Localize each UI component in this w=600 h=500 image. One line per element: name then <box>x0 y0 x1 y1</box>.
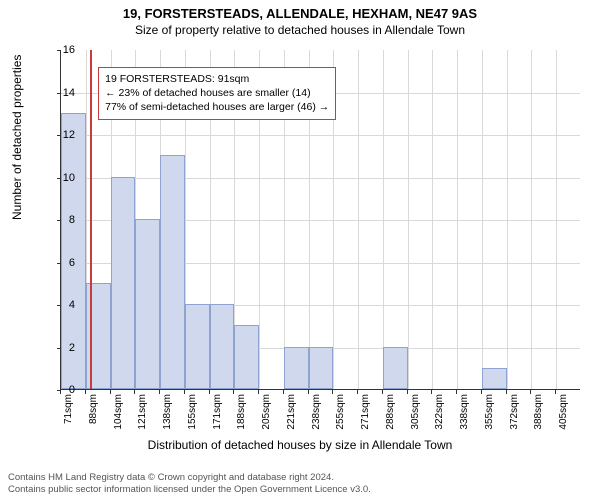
gridline-v <box>531 50 532 389</box>
gridline-v <box>507 50 508 389</box>
plot-area: 19 FORSTERSTEADS: 91sqm← 23% of detached… <box>60 50 580 390</box>
footer-line2: Contains public sector information licen… <box>8 484 371 496</box>
xtick-label: 188sqm <box>236 394 247 430</box>
gridline-v <box>432 50 433 389</box>
xtick-mark <box>382 390 383 394</box>
xtick-label: 322sqm <box>434 394 445 430</box>
histogram-bar <box>482 368 507 389</box>
xtick-label: 338sqm <box>459 394 470 430</box>
xtick-label: 104sqm <box>113 394 124 430</box>
gridline-v <box>482 50 483 389</box>
histogram-bar <box>185 304 210 389</box>
chart-title: 19, FORSTERSTEADS, ALLENDALE, HEXHAM, NE… <box>0 0 600 21</box>
ytick-label: 6 <box>45 257 75 269</box>
xtick-label: 305sqm <box>410 394 421 430</box>
xtick-label: 88sqm <box>88 394 99 424</box>
chart-container: 19, FORSTERSTEADS, ALLENDALE, HEXHAM, NE… <box>0 0 600 500</box>
ytick-label: 0 <box>45 384 75 396</box>
xtick-mark <box>134 390 135 394</box>
x-axis-label: Distribution of detached houses by size … <box>0 438 600 452</box>
ytick-label: 10 <box>45 172 75 184</box>
histogram-bar <box>284 347 309 390</box>
xtick-label: 355sqm <box>484 394 495 430</box>
xtick-label: 221sqm <box>286 394 297 430</box>
histogram-bar <box>309 347 334 390</box>
xtick-mark <box>209 390 210 394</box>
y-axis-label: Number of detached properties <box>10 55 24 220</box>
plot: 19 FORSTERSTEADS: 91sqm← 23% of detached… <box>60 50 580 390</box>
histogram-bar <box>135 219 160 389</box>
gridline-v <box>556 50 557 389</box>
gridline-h <box>61 135 580 136</box>
ytick-label: 2 <box>45 342 75 354</box>
gridline-v <box>358 50 359 389</box>
xtick-mark <box>555 390 556 394</box>
xtick-label: 255sqm <box>335 394 346 430</box>
xtick-mark <box>159 390 160 394</box>
gridline-h <box>61 178 580 179</box>
xtick-label: 405sqm <box>558 394 569 430</box>
histogram-bar <box>383 347 408 390</box>
xtick-mark <box>308 390 309 394</box>
annotation-line: ← 23% of detached houses are smaller (14… <box>105 86 329 100</box>
ytick-label: 12 <box>45 129 75 141</box>
xtick-label: 388sqm <box>533 394 544 430</box>
histogram-bar <box>234 325 259 389</box>
xtick-label: 71sqm <box>63 394 74 424</box>
ytick-label: 8 <box>45 214 75 226</box>
xtick-mark <box>431 390 432 394</box>
xtick-mark <box>258 390 259 394</box>
xtick-label: 372sqm <box>509 394 520 430</box>
xtick-label: 155sqm <box>187 394 198 430</box>
ytick-label: 14 <box>45 87 75 99</box>
annotation-line: 19 FORSTERSTEADS: 91sqm <box>105 72 329 86</box>
ytick-label: 16 <box>45 44 75 56</box>
histogram-bar <box>111 177 136 390</box>
annotation-line: 77% of semi-detached houses are larger (… <box>105 100 329 114</box>
xtick-mark <box>357 390 358 394</box>
chart-subtitle: Size of property relative to detached ho… <box>0 21 600 37</box>
gridline-v <box>408 50 409 389</box>
marker-line <box>90 50 92 389</box>
xtick-mark <box>530 390 531 394</box>
xtick-mark <box>332 390 333 394</box>
xtick-mark <box>481 390 482 394</box>
xtick-label: 138sqm <box>162 394 173 430</box>
xtick-label: 205sqm <box>261 394 272 430</box>
gridline-v <box>457 50 458 389</box>
footer-line1: Contains HM Land Registry data © Crown c… <box>8 472 371 484</box>
gridline-v <box>383 50 384 389</box>
annotation-box: 19 FORSTERSTEADS: 91sqm← 23% of detached… <box>98 67 336 120</box>
xtick-mark <box>283 390 284 394</box>
xtick-mark <box>456 390 457 394</box>
xtick-mark <box>506 390 507 394</box>
xtick-mark <box>184 390 185 394</box>
xtick-mark <box>110 390 111 394</box>
ytick-label: 4 <box>45 299 75 311</box>
xtick-label: 288sqm <box>385 394 396 430</box>
xtick-label: 238sqm <box>311 394 322 430</box>
footer: Contains HM Land Registry data © Crown c… <box>8 472 371 496</box>
xtick-label: 121sqm <box>137 394 148 430</box>
xtick-mark <box>85 390 86 394</box>
xtick-label: 271sqm <box>360 394 371 430</box>
histogram-bar <box>210 304 235 389</box>
histogram-bar <box>160 155 185 389</box>
xtick-label: 171sqm <box>212 394 223 430</box>
xtick-mark <box>233 390 234 394</box>
xtick-mark <box>407 390 408 394</box>
